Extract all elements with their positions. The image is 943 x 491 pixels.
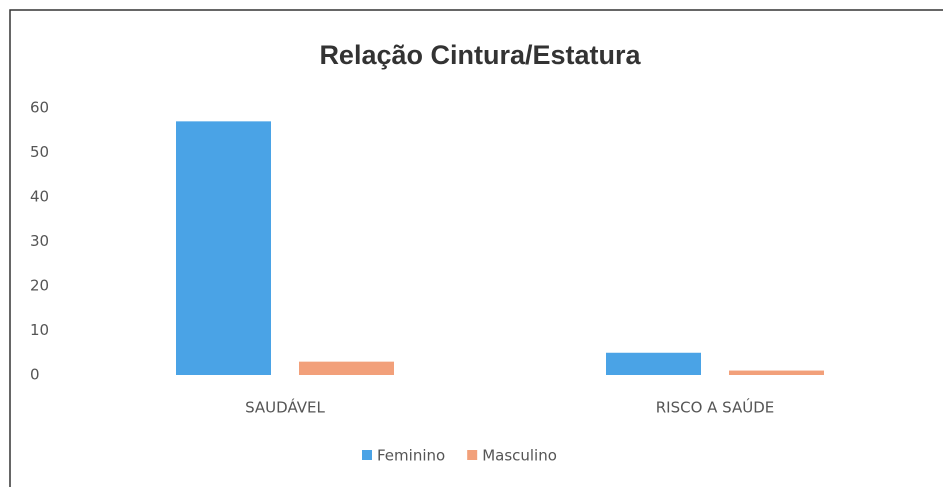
x-tick-label: SAUDÁVEL — [245, 398, 325, 417]
bar — [729, 370, 824, 375]
y-tick-label: 20 — [30, 277, 49, 295]
bar — [176, 121, 271, 375]
legend-label: Masculino — [482, 447, 557, 465]
x-tick-label: RISCO A SAÚDE — [656, 398, 775, 417]
legend-label: Feminino — [377, 447, 445, 465]
legend-swatch — [362, 450, 372, 460]
legend-swatch — [467, 450, 478, 460]
bar — [299, 361, 394, 375]
y-tick-label: 10 — [30, 321, 49, 339]
y-tick-label: 0 — [30, 366, 40, 384]
y-tick-label: 30 — [30, 232, 49, 250]
bar — [606, 352, 701, 375]
y-tick-label: 50 — [30, 143, 49, 161]
y-tick-label: 60 — [30, 99, 49, 117]
chart-title: Relação Cintura/Estatura — [319, 40, 641, 70]
chart-frame — [9, 9, 943, 491]
y-tick-label: 40 — [30, 188, 49, 206]
